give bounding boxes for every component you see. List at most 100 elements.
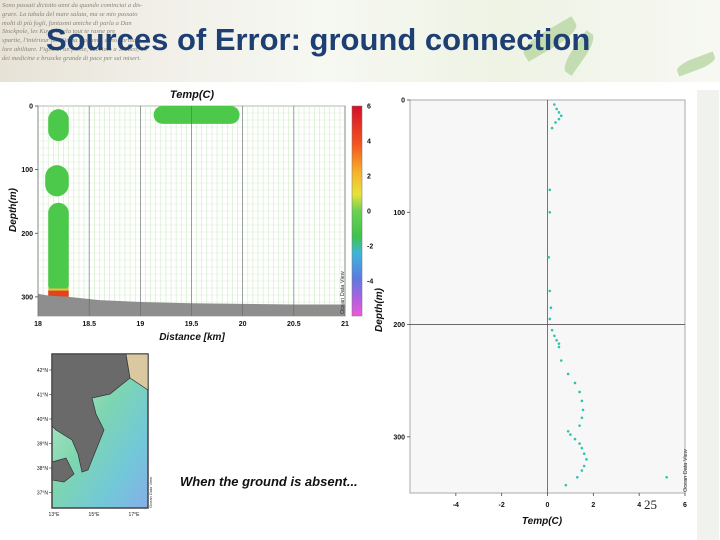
x-tick-label: 18 — [34, 321, 42, 328]
x-tick-label: 2 — [591, 502, 595, 509]
colorbar-tick-label: -2 — [367, 244, 373, 251]
hot-band-edge — [48, 288, 69, 291]
data-point — [548, 289, 552, 293]
data-point — [585, 458, 588, 461]
lat-tick-label: 42°N — [37, 368, 49, 374]
data-point — [554, 121, 557, 124]
title-banner: Sono passati diciotto anni da quando com… — [0, 0, 720, 82]
data-point — [580, 416, 584, 420]
data-point — [555, 107, 558, 111]
data-point — [548, 317, 552, 321]
x-axis-label: Distance [km] — [159, 332, 225, 343]
y-tick-label: 200 — [393, 322, 405, 329]
colorbar-tick-label: -4 — [367, 279, 373, 286]
y-tick-label: 100 — [21, 167, 33, 174]
temp-profile-chart: -4 -2 0 2 4 6 0 100 200 300 Temp(C) Depth(m) Oce… — [374, 98, 689, 528]
inset-map: 42°N 41°N 40°N 39°N 38°N 37°N 13°E 15°E 17°E Oc… — [37, 353, 153, 518]
lon-tick-label: 15°E — [89, 512, 101, 518]
data-point — [550, 126, 554, 130]
data-point — [573, 381, 577, 385]
y-tick-label: 200 — [21, 231, 33, 238]
colorbar-tick-label: 2 — [367, 174, 371, 181]
caption: When the ground is absent... — [180, 474, 358, 489]
y-tick-label: 0 — [401, 98, 405, 105]
y-tick-label: 0 — [29, 104, 33, 111]
y-tick-label: 100 — [393, 210, 405, 217]
data-point — [553, 334, 556, 338]
odv-watermark: Ocean Data View — [148, 477, 153, 508]
data-point — [557, 117, 561, 121]
side-strip — [697, 90, 719, 540]
map-land — [51, 353, 131, 473]
lat-tick-label: 37°N — [37, 491, 49, 497]
x-tick-label: 0 — [546, 502, 550, 509]
slide-title: Sources of Error: ground connection — [46, 22, 591, 57]
x-tick-label: 20.5 — [287, 321, 301, 328]
data-point — [582, 464, 586, 468]
data-point — [547, 255, 550, 259]
lon-tick-label: 17°E — [129, 512, 141, 518]
data-point — [580, 469, 584, 472]
y-axis-label: Depth(m) — [374, 287, 385, 332]
colorbar-tick-label: 0 — [367, 209, 371, 216]
data-point — [580, 446, 584, 450]
x-tick-label: -2 — [499, 502, 505, 509]
chart-title: Temp(C) — [170, 89, 215, 101]
data-point — [550, 328, 554, 332]
hot-band — [48, 290, 69, 297]
y-tick-label: 300 — [21, 294, 33, 301]
lat-tick-label: 39°N — [37, 442, 49, 448]
lat-tick-label: 41°N — [37, 393, 49, 399]
x-tick-label: 20 — [239, 321, 247, 328]
data-point — [555, 338, 558, 342]
lat-tick-label: 38°N — [37, 466, 49, 472]
data-point — [575, 475, 579, 479]
data-point — [578, 424, 581, 427]
banner-text: Sono passati diciotto anni da quando com… — [2, 2, 147, 62]
data-point — [559, 359, 563, 362]
page-number: 25 — [644, 497, 657, 512]
y-tick-label: 300 — [393, 434, 405, 441]
data-point — [557, 345, 561, 349]
lat-tick-label: 40°N — [37, 417, 49, 423]
x-tick-label: 21 — [341, 321, 349, 328]
data-point — [557, 342, 561, 345]
data-point — [549, 306, 553, 310]
odv-watermark: Ocean Data View — [340, 271, 346, 314]
data-point — [548, 188, 552, 192]
lon-tick-label: 13°E — [49, 512, 61, 518]
x-tick-label: 19.5 — [185, 321, 199, 328]
x-tick-label: 4 — [637, 502, 641, 509]
data-point — [564, 483, 568, 487]
data-point — [548, 210, 552, 214]
data-point — [573, 437, 577, 441]
data-point — [566, 429, 570, 433]
data-point — [557, 111, 561, 114]
odv-watermark: Ocean Data View — [683, 449, 689, 492]
map-land — [125, 353, 149, 391]
data-point — [580, 399, 584, 403]
x-axis-label: Temp(C) — [522, 516, 563, 527]
x-tick-label: 18.5 — [82, 321, 96, 328]
data-point — [578, 390, 581, 394]
temp-anomaly-blob — [153, 106, 240, 124]
temp-anomaly-blob — [45, 165, 69, 197]
x-tick-label: 6 — [683, 502, 687, 509]
temp-anomaly-blob — [48, 202, 69, 295]
data-point — [578, 442, 581, 445]
data-point — [665, 475, 668, 479]
colorbar-tick-label: 6 — [367, 104, 371, 111]
data-point — [566, 372, 570, 376]
data-point — [581, 408, 585, 412]
data-point — [553, 103, 556, 106]
data-point — [559, 114, 563, 118]
colorbar — [351, 105, 363, 317]
leaf-decoration — [675, 51, 717, 77]
data-point — [582, 452, 586, 456]
colorbar-tick-label: 4 — [367, 139, 371, 146]
y-axis-label: Depth(m) — [8, 187, 19, 232]
x-tick-label: 19 — [136, 321, 144, 328]
temp-anomaly-blob — [48, 109, 69, 141]
x-tick-label: -4 — [453, 502, 459, 509]
